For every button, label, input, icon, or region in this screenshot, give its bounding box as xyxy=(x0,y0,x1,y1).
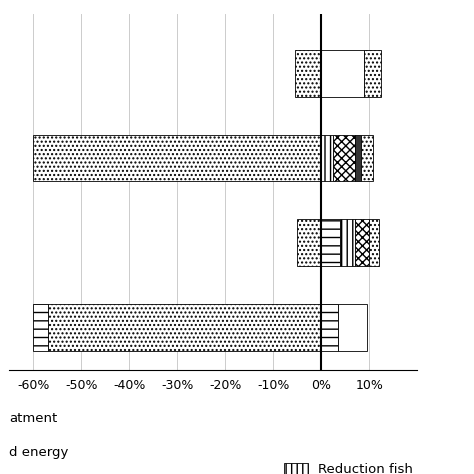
Text: atment: atment xyxy=(9,412,58,425)
Bar xyxy=(361,135,373,182)
Bar xyxy=(297,219,321,266)
Bar xyxy=(355,219,369,266)
Bar xyxy=(333,135,355,182)
Bar xyxy=(340,219,355,266)
Legend: Reduction fish, Anaerobic dige: Reduction fish, Anaerobic dige xyxy=(284,463,419,474)
Bar xyxy=(365,50,381,97)
Bar xyxy=(34,304,48,351)
Bar xyxy=(48,304,321,351)
Text: d energy: d energy xyxy=(9,446,69,458)
Bar xyxy=(355,135,361,182)
Bar xyxy=(34,135,321,182)
Bar xyxy=(321,135,333,182)
Bar xyxy=(321,304,338,351)
Bar xyxy=(295,50,321,97)
Bar xyxy=(321,219,340,266)
Bar xyxy=(338,304,367,351)
Bar xyxy=(369,219,379,266)
Bar xyxy=(321,50,365,97)
